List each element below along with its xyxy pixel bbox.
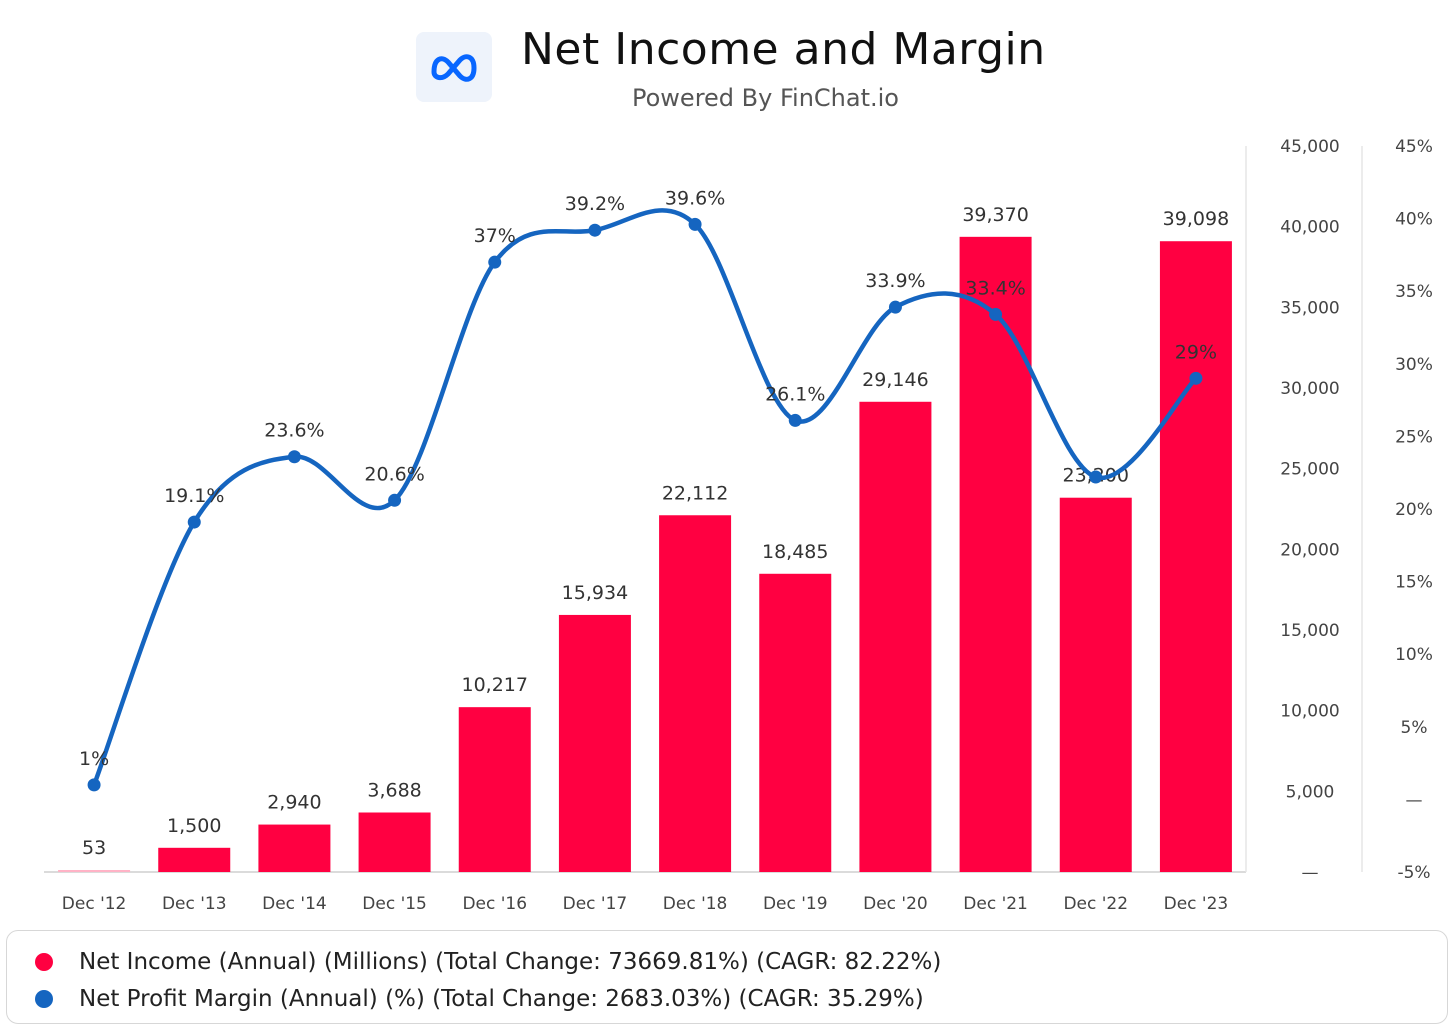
bar-9 <box>959 236 1032 872</box>
x-tick-label-1: Dec '13 <box>162 894 227 914</box>
margin-label-4: 37% <box>474 225 516 247</box>
chart-title: Net Income and Margin <box>521 24 1046 75</box>
bar-8 <box>859 401 932 872</box>
bar-label-7: 18,485 <box>762 541 828 563</box>
y-left-tick-label-7: 35,000 <box>1280 298 1339 318</box>
y-left-tick-label-1: 5,000 <box>1286 782 1335 802</box>
bar-label-0: 53 <box>82 837 106 859</box>
bar-label-4: 10,217 <box>462 674 528 696</box>
margin-point-4 <box>488 255 502 269</box>
x-tick-label-11: Dec '23 <box>1164 894 1229 914</box>
y-left-tick-label-5: 25,000 <box>1280 460 1339 480</box>
x-tick-label-10: Dec '22 <box>1063 894 1128 914</box>
y-left-tick-label-6: 30,000 <box>1280 379 1339 399</box>
chart-subtitle: Powered By FinChat.io <box>632 84 899 112</box>
bar-0 <box>58 870 131 872</box>
y-right-tick-label-0: -5% <box>1397 863 1430 883</box>
bar-7 <box>759 573 832 872</box>
bar-label-6: 22,112 <box>662 482 728 504</box>
margin-label-11: 29% <box>1175 341 1217 363</box>
y-left-tick-label-0: — <box>1302 863 1319 883</box>
margin-label-5: 39.2% <box>565 193 625 215</box>
logo <box>416 32 492 102</box>
bar-6 <box>659 515 732 872</box>
x-tick-label-3: Dec '15 <box>362 894 427 914</box>
x-tick-label-2: Dec '14 <box>262 894 327 914</box>
y-right-tick-label-1: — <box>1406 790 1423 810</box>
x-tick-label-8: Dec '20 <box>863 894 928 914</box>
x-tick-label-5: Dec '17 <box>563 894 628 914</box>
meta-infinity-icon <box>431 54 477 82</box>
chart-area: 53 1,500 2,940 3,688 10,217 15,934 22,112 18,48… <box>44 137 1433 914</box>
margin-point-5 <box>588 223 602 237</box>
margin-label-8: 33.9% <box>865 270 925 292</box>
margin-point-9 <box>989 307 1003 321</box>
legend-dot-net-profit-margin <box>35 990 53 1008</box>
margin-label-1: 19.1% <box>164 485 224 507</box>
legend-label-net-income: Net Income (Annual) (Millions) (Total Ch… <box>79 949 942 975</box>
margin-label-2: 23.6% <box>264 420 324 442</box>
bar-label-5: 15,934 <box>562 582 628 604</box>
margin-point-8 <box>888 300 902 314</box>
margin-point-7 <box>788 413 802 427</box>
margin-label-6: 39.6% <box>665 187 725 209</box>
bar-3 <box>358 812 431 872</box>
y-left-tick-label-9: 45,000 <box>1280 137 1339 157</box>
margin-point-3 <box>388 493 402 507</box>
legend: Net Income (Annual) (Millions) (Total Ch… <box>6 930 1448 1024</box>
legend-dot-net-income <box>35 953 53 971</box>
margin-point-10 <box>1089 470 1103 484</box>
y-left-tick-label-8: 40,000 <box>1280 218 1339 238</box>
legend-item-net-income: Net Income (Annual) (Millions) (Total Ch… <box>35 949 941 975</box>
margin-point-6 <box>688 217 702 231</box>
y-right-tick-label-4: 15% <box>1395 573 1433 593</box>
y-right-tick-label-5: 20% <box>1395 500 1433 520</box>
margin-label-7: 26.1% <box>765 383 825 405</box>
y-right-tick-label-10: 45% <box>1395 137 1433 157</box>
y-left-tick-label-2: 10,000 <box>1280 702 1339 722</box>
x-tick-label-4: Dec '16 <box>462 894 527 914</box>
bar-5 <box>558 614 631 872</box>
margin-point-11 <box>1189 371 1203 385</box>
legend-item-net-profit-margin: Net Profit Margin (Annual) (%) (Total Ch… <box>35 986 924 1012</box>
y-right-tick-label-7: 30% <box>1395 355 1433 375</box>
y-left-tick-label-3: 15,000 <box>1280 621 1339 641</box>
x-tick-label-9: Dec '21 <box>963 894 1028 914</box>
margin-point-2 <box>287 450 301 464</box>
margin-label-9: 33.4% <box>965 277 1025 299</box>
y-right-tick-label-6: 25% <box>1395 427 1433 447</box>
y-left-tick-label-4: 20,000 <box>1280 540 1339 560</box>
margin-point-0 <box>87 778 101 792</box>
margin-point-1 <box>187 515 201 529</box>
x-tick-label-6: Dec '18 <box>663 894 728 914</box>
bar-label-1: 1,500 <box>167 815 221 837</box>
margin-line <box>91 208 1198 786</box>
bar-label-3: 3,688 <box>367 780 421 802</box>
legend-label-net-profit-margin: Net Profit Margin (Annual) (%) (Total Ch… <box>79 986 924 1012</box>
margin-label-3: 20.6% <box>364 463 424 485</box>
bar-label-9: 39,370 <box>962 204 1028 226</box>
bar-label-8: 29,146 <box>862 369 928 391</box>
y-right-tick-label-2: 5% <box>1401 718 1428 738</box>
y-right-tick-label-9: 40% <box>1395 210 1433 230</box>
bar-10 <box>1059 497 1132 872</box>
y-right-tick-label-8: 35% <box>1395 282 1433 302</box>
bar-4 <box>458 707 531 872</box>
y-right-tick-label-3: 10% <box>1395 645 1433 665</box>
x-tick-label-0: Dec '12 <box>62 894 127 914</box>
bar-11 <box>1159 241 1232 872</box>
bar-2 <box>258 824 331 872</box>
bar-label-2: 2,940 <box>267 792 321 814</box>
x-tick-label-7: Dec '19 <box>763 894 828 914</box>
bar-1 <box>158 847 231 872</box>
margin-label-0: 1% <box>79 748 109 770</box>
bar-label-11: 39,098 <box>1163 208 1229 230</box>
